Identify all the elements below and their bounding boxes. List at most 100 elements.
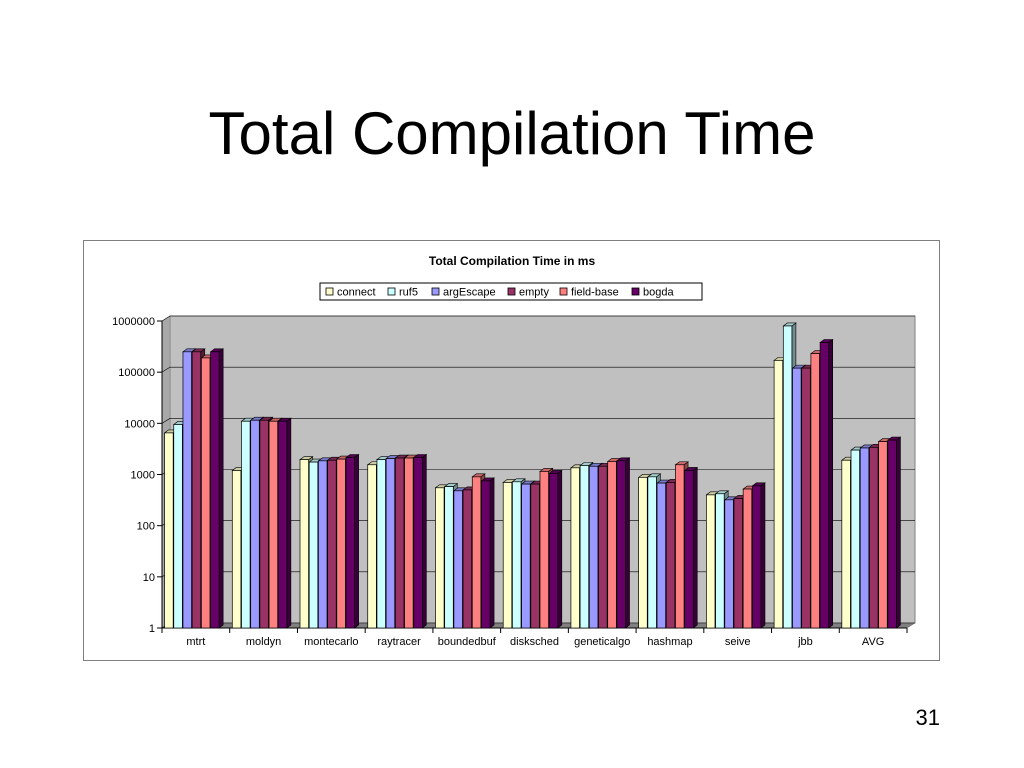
bar-moldyn-field-base [268,420,279,629]
bar-boundedbuf-field-base [471,476,482,629]
bar-side-hashmap-bogda [692,466,698,629]
y-tick-label-10000: 10000 [124,418,155,430]
bar-side-raytracer-bogda [422,453,427,629]
bar-disksched-empty [530,483,540,629]
bar-side-seive-bogda [760,482,766,629]
chart-title: Total Compilation Time in ms [429,254,596,268]
legend-label-argEscape: argEscape [443,287,496,299]
gridline-10000 [161,418,915,424]
bar-disksched-ruf5 [512,481,522,629]
bar-montecarlo-field-base [336,458,346,629]
x-tick-label-boundedbuf: boundedbuf [438,636,497,648]
x-tick-label-geneticalgo: geneticalgo [574,636,630,648]
bar-jbb-ruf5 [782,325,793,629]
x-tick-label-jbb: jbb [797,636,813,648]
x-tick-label-montecarlo: montecarlo [304,636,358,648]
bar-side-jbb-bogda [828,338,834,629]
bar-side-montecarlo-bogda [354,453,359,629]
x-tick-label-AVG: AVG [862,636,884,648]
bar-raytracer-connect [367,464,377,629]
bar-geneticalgo-field-base [607,461,617,629]
bar-moldyn-empty [259,419,269,629]
legend-label-bogda: bogda [643,287,674,299]
bar-moldyn-argEscape [250,419,260,629]
bar-side-disksched-bogda [557,469,563,629]
bar-seive-ruf5 [715,493,725,629]
legend-swatch-argEscape [431,287,440,296]
bar-raytracer-ruf5 [376,459,386,629]
bar-montecarlo-argEscape [318,460,328,629]
bar-side-mtrt-bogda [218,348,224,629]
bar-jbb-empty [801,367,811,629]
bar-hashmap-connect [638,476,648,629]
gridline-100000 [161,366,915,373]
bar-jbb-bogda [819,342,830,629]
gridline-1000000 [161,315,915,322]
x-tick-label-disksched: disksched [510,636,559,648]
bar-jbb-connect [773,360,784,629]
bar-raytracer-field-base [404,457,414,629]
chart-container: Total Compilation Time in ms connect ruf5 a… [83,240,940,661]
bar-geneticalgo-argEscape [588,465,599,629]
bar-raytracer-argEscape [385,458,396,629]
bar-AVG-ruf5 [850,449,860,629]
bar-hashmap-field-base [675,464,685,629]
bar-geneticalgo-ruf5 [579,465,590,629]
bar-geneticalgo-empty [598,465,608,629]
bar-mtrt-empty [191,351,202,629]
legend-label-field-base: field-base [571,287,619,299]
bar-boundedbuf-connect [435,487,445,629]
bar-hashmap-empty [665,482,676,629]
bar-side-AVG-bogda [896,436,901,629]
bar-geneticalgo-connect [570,467,580,629]
y-tick-label-1000: 1000 [131,470,155,482]
bar-side-boundedbuf-bogda [489,477,495,629]
bar-hashmap-bogda [684,470,694,629]
bar-AVG-connect [841,459,851,629]
bar-disksched-field-base [539,471,549,629]
bar-jbb-argEscape [792,367,802,629]
bar-mtrt-ruf5 [173,424,183,629]
bar-mtrt-bogda [210,351,220,629]
x-tick-label-hashmap: hashmap [647,636,692,648]
bar-boundedbuf-bogda [481,480,491,629]
bar-hashmap-ruf5 [647,476,657,629]
bar-montecarlo-ruf5 [308,461,319,629]
slide-title: Total Compilation Time [208,100,816,167]
bar-boundedbuf-ruf5 [444,486,454,629]
bar-moldyn-connect [231,470,242,629]
bar-raytracer-bogda [413,457,423,629]
legend-swatch-ruf5 [387,287,396,296]
x-tick-label-moldyn: moldyn [246,636,281,648]
x-tick-label-mtrt: mtrt [186,636,205,648]
bar-montecarlo-connect [299,459,309,629]
bar-hashmap-argEscape [656,482,667,629]
legend-label-connect: connect [337,287,376,299]
bar-side-moldyn-bogda [286,417,292,629]
legend-label-ruf5: ruf5 [399,287,418,299]
bar-boundedbuf-argEscape [453,490,463,629]
y-tick-label-10: 10 [143,572,155,584]
y-tick-label-1000000: 1000000 [112,316,155,328]
bar-seive-bogda [752,485,762,629]
bar-jbb-field-base [810,353,820,629]
legend-swatch-field-base [559,287,568,296]
bar-seive-connect [706,494,716,629]
bar-mtrt-field-base [201,357,211,629]
x-tick-label-raytracer: raytracer [377,636,421,648]
bar-geneticalgo-bogda [616,460,626,629]
bar-montecarlo-bogda [345,457,355,629]
bar-AVG-argEscape [859,447,870,629]
legend-swatch-connect [325,287,334,296]
bar-seive-field-base [742,488,753,629]
bar-AVG-bogda [887,439,897,629]
bar-side-geneticalgo-bogda [625,457,630,629]
bar-AVG-field-base [878,441,888,629]
page-number: 31 [915,705,940,730]
bar-disksched-bogda [548,473,559,629]
bar-seive-empty [733,498,743,629]
bar-mtrt-connect [164,432,174,629]
legend-swatch-empty [507,287,516,296]
bar-montecarlo-empty [327,459,337,629]
legend-swatch-bogda [631,287,640,296]
